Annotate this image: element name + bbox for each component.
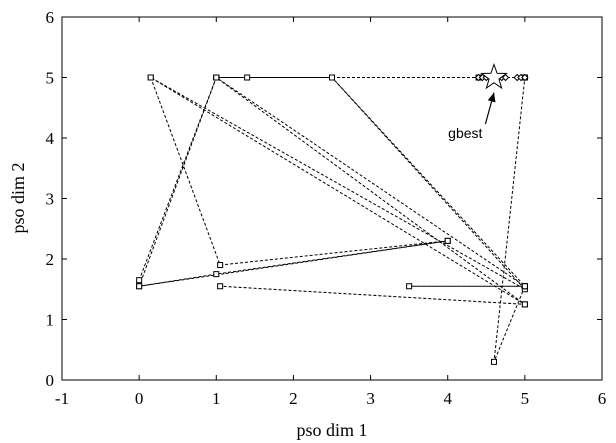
series-0-point-7 <box>521 301 528 308</box>
series-2-point-0 <box>213 74 220 81</box>
series-0-point-1 <box>217 262 224 269</box>
series-1-point-3 <box>521 283 528 290</box>
series-0-point-12 <box>406 283 413 290</box>
x-tick-label-6: 5 <box>521 389 530 408</box>
series-5-point-7 <box>501 73 510 82</box>
x-tick-label-4: 3 <box>366 389 375 408</box>
x-tick-label-0: -1 <box>55 389 69 408</box>
series-4-point-1 <box>213 271 220 278</box>
series-5-point-10 <box>521 73 529 82</box>
series-0-point-6 <box>217 283 224 290</box>
series-4-point-2 <box>444 237 451 244</box>
x-tick-label-5: 4 <box>443 389 452 408</box>
annotation-label-0: gbest <box>448 125 482 141</box>
series-0-point-8 <box>147 74 154 81</box>
y-tick-label-6: 6 <box>46 8 55 27</box>
y-tick-label-0: 0 <box>46 371 55 390</box>
plot-area <box>61 16 603 381</box>
series-1-point-4 <box>491 358 497 365</box>
annotations: gbest <box>448 92 496 141</box>
series-line-4 <box>139 240 448 287</box>
series-markers <box>136 62 529 365</box>
y-tick-label-4: 4 <box>46 129 55 148</box>
x-tick-label-1: 0 <box>135 389 144 408</box>
series-line-1 <box>138 76 526 363</box>
y-axis-label: pso dim 2 <box>8 162 28 233</box>
series-4-point-0 <box>136 283 143 290</box>
x-tick-label-2: 1 <box>212 389 221 408</box>
y-tick-label-2: 2 <box>46 250 55 269</box>
y-tick-label-1: 1 <box>46 311 55 330</box>
series-2-point-1 <box>244 74 251 81</box>
annotation-arrowhead-0 <box>487 92 496 103</box>
x-axis-label: pso dim 1 <box>296 420 367 440</box>
series-3-point-0 <box>329 74 335 81</box>
series-line-0 <box>138 76 527 305</box>
y-tick-label-3: 3 <box>46 190 55 209</box>
x-tick-labels: -1 0 1 2 3 4 5 6 <box>55 389 606 408</box>
series-1-point-0 <box>136 277 143 284</box>
x-tick-label-3: 2 <box>289 389 298 408</box>
tick-marks <box>61 16 603 381</box>
gbest-star-marker <box>480 62 508 90</box>
y-tick-label-5: 5 <box>46 69 55 88</box>
x-tick-label-7: 6 <box>598 389 607 408</box>
y-tick-labels: 0 1 2 3 4 5 6 <box>46 8 55 390</box>
